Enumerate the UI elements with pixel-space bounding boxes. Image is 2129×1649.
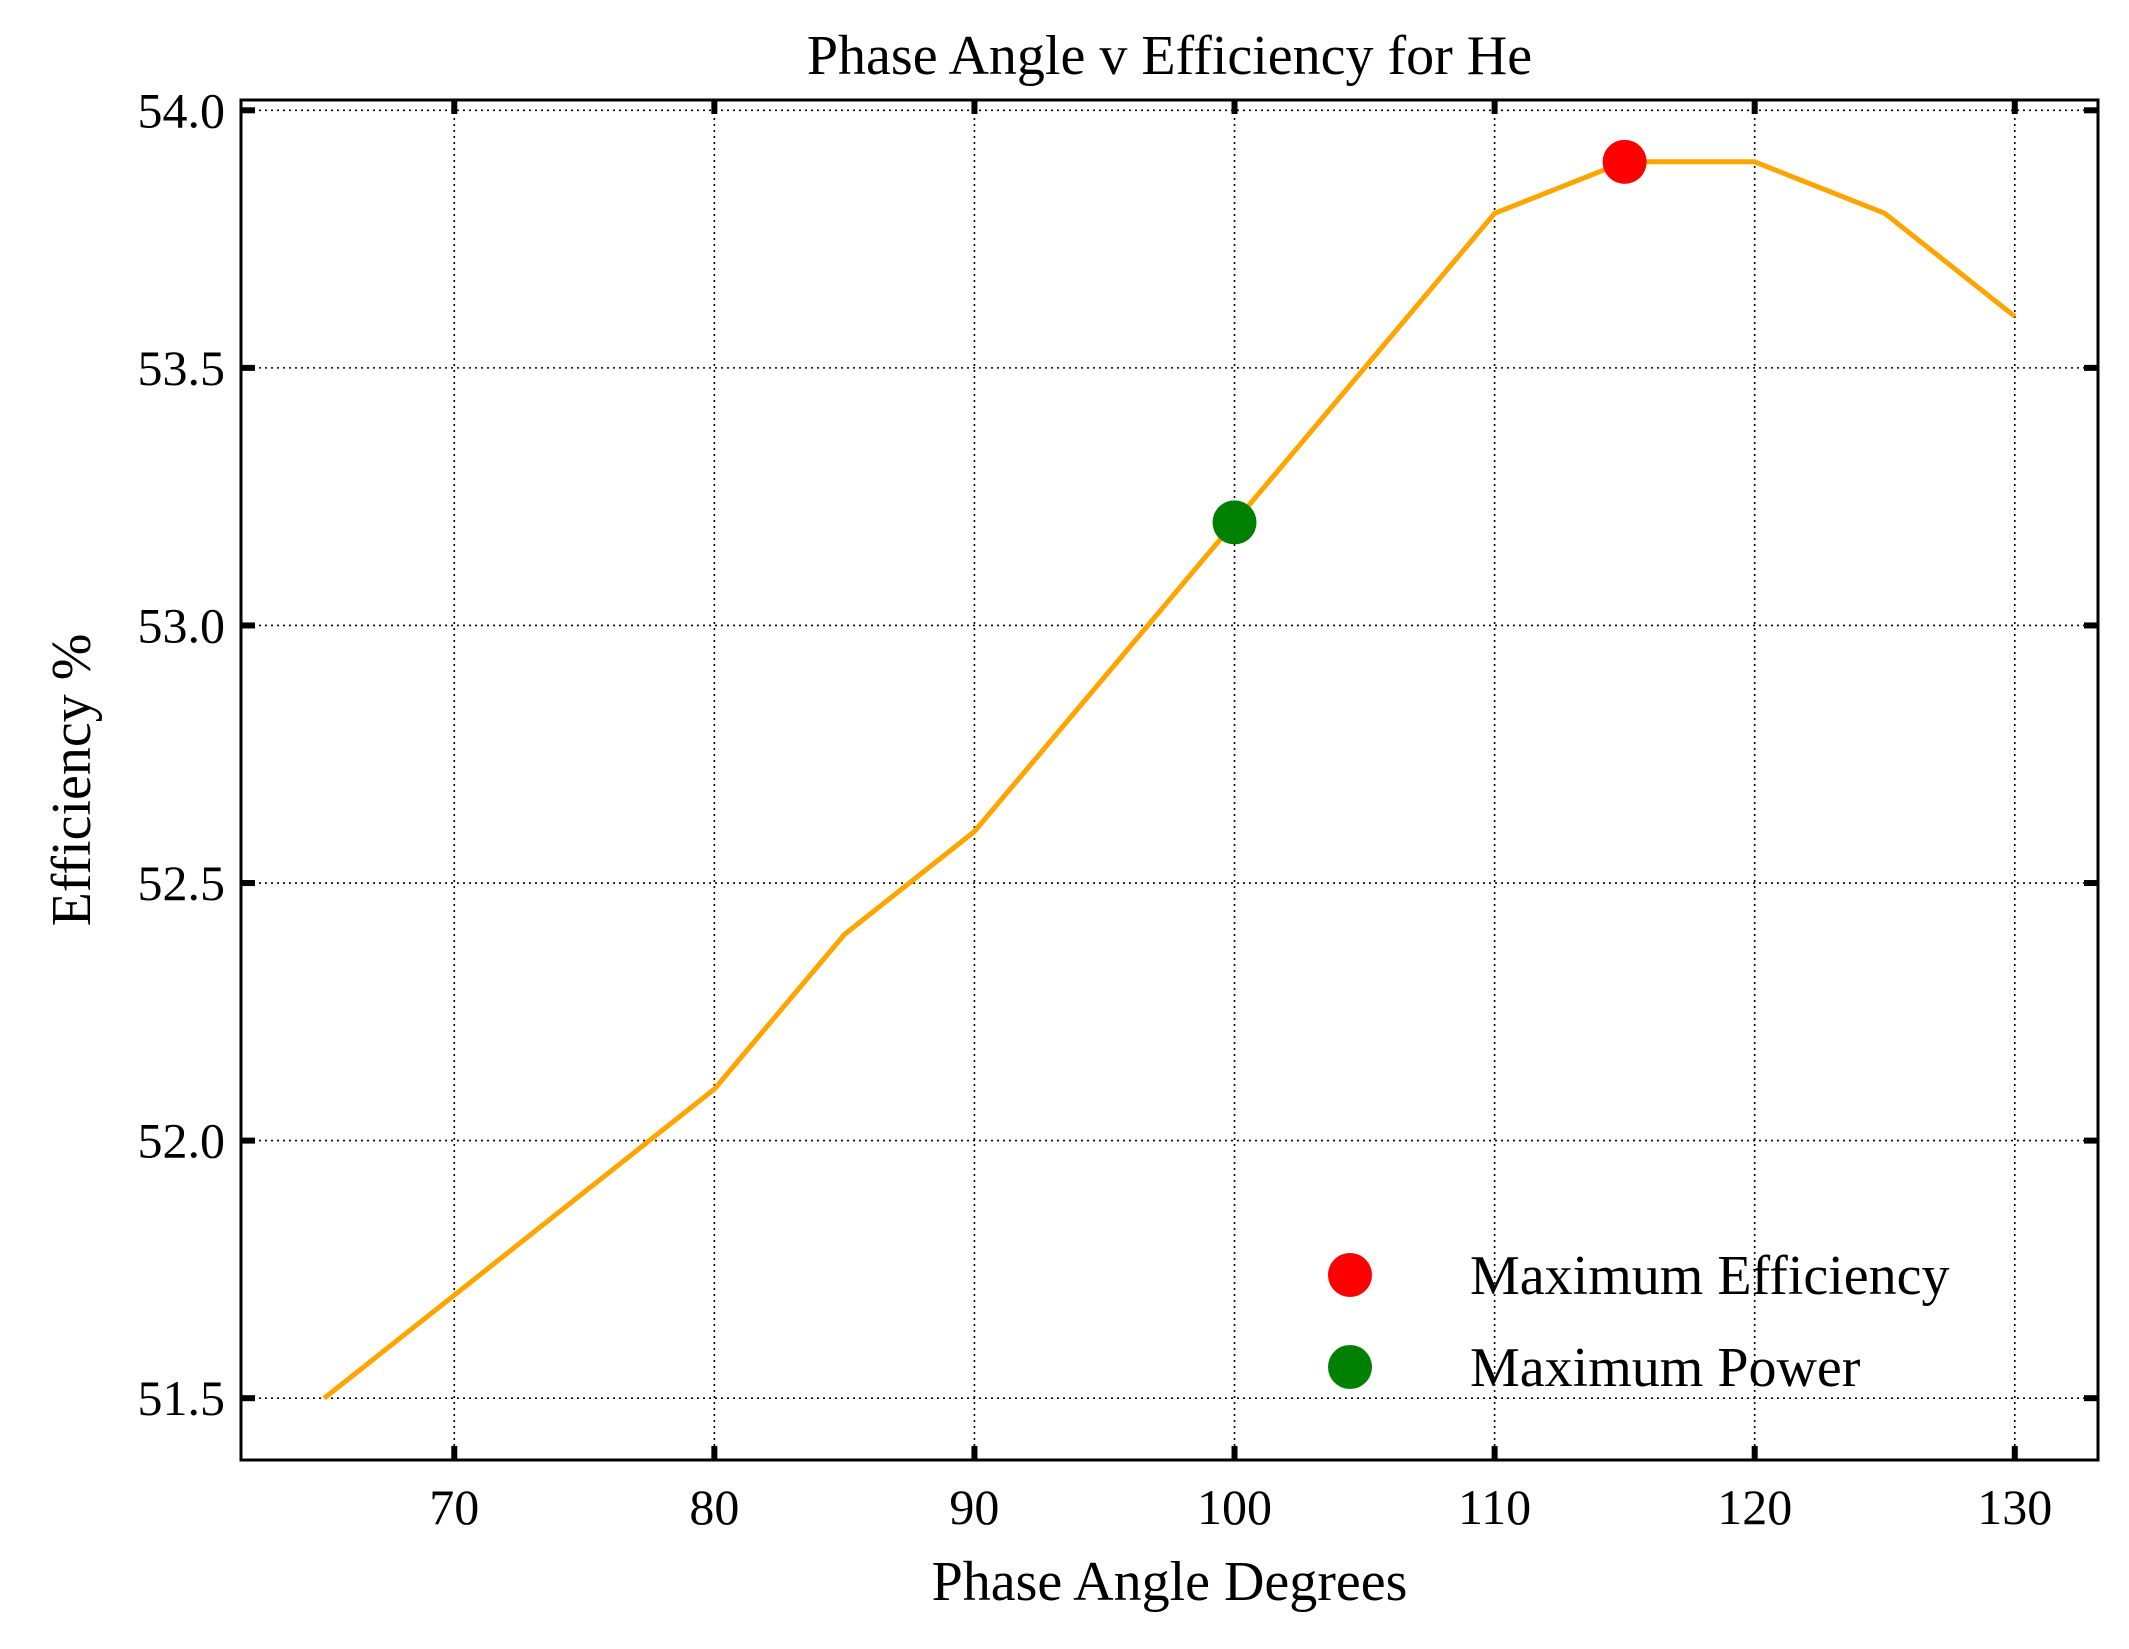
marker-maximum-power <box>1212 500 1257 545</box>
tick-labels: 70 80 90 100 110 120 130 51.5 52.0 52.5 53.0 53.5 54… <box>138 82 2053 1535</box>
legend: Maximum Efficiency Maximum Power <box>1328 1245 1950 1399</box>
legend-marker <box>1328 1345 1372 1389</box>
y-tick-label: 51.5 <box>138 1370 226 1426</box>
chart-title: Phase Angle v Efficiency for He <box>807 25 1532 87</box>
y-tick-label: 53.0 <box>138 597 226 653</box>
legend-label: Maximum Efficiency <box>1470 1245 1950 1307</box>
marker-layer <box>1212 139 1647 545</box>
legend-label: Maximum Power <box>1470 1337 1861 1399</box>
x-tick-label: 110 <box>1458 1479 1531 1535</box>
plot-frame <box>239 98 2100 1462</box>
x-tick-label: 70 <box>429 1479 479 1535</box>
x-tick-label: 90 <box>949 1479 999 1535</box>
x-tick-label: 120 <box>1717 1479 1792 1535</box>
y-tick-label: 54.0 <box>138 82 226 138</box>
legend-marker <box>1328 1253 1372 1297</box>
marker-maximum-efficiency <box>1602 139 1647 184</box>
y-tick-label: 52.5 <box>138 855 226 911</box>
x-axis-label: Phase Angle Degrees <box>932 1551 1408 1613</box>
x-tick-label: 80 <box>689 1479 739 1535</box>
x-tick-label: 130 <box>1977 1479 2052 1535</box>
axis-ticks <box>241 100 2098 1460</box>
grid-lines <box>241 100 2098 1460</box>
y-axis-label: Efficiency % <box>41 634 103 927</box>
y-tick-label: 53.5 <box>138 340 226 396</box>
efficiency-line <box>322 159 2017 1401</box>
x-tick-label: 100 <box>1197 1479 1272 1535</box>
y-tick-label: 52.0 <box>138 1113 226 1169</box>
series-layer <box>322 159 2017 1401</box>
